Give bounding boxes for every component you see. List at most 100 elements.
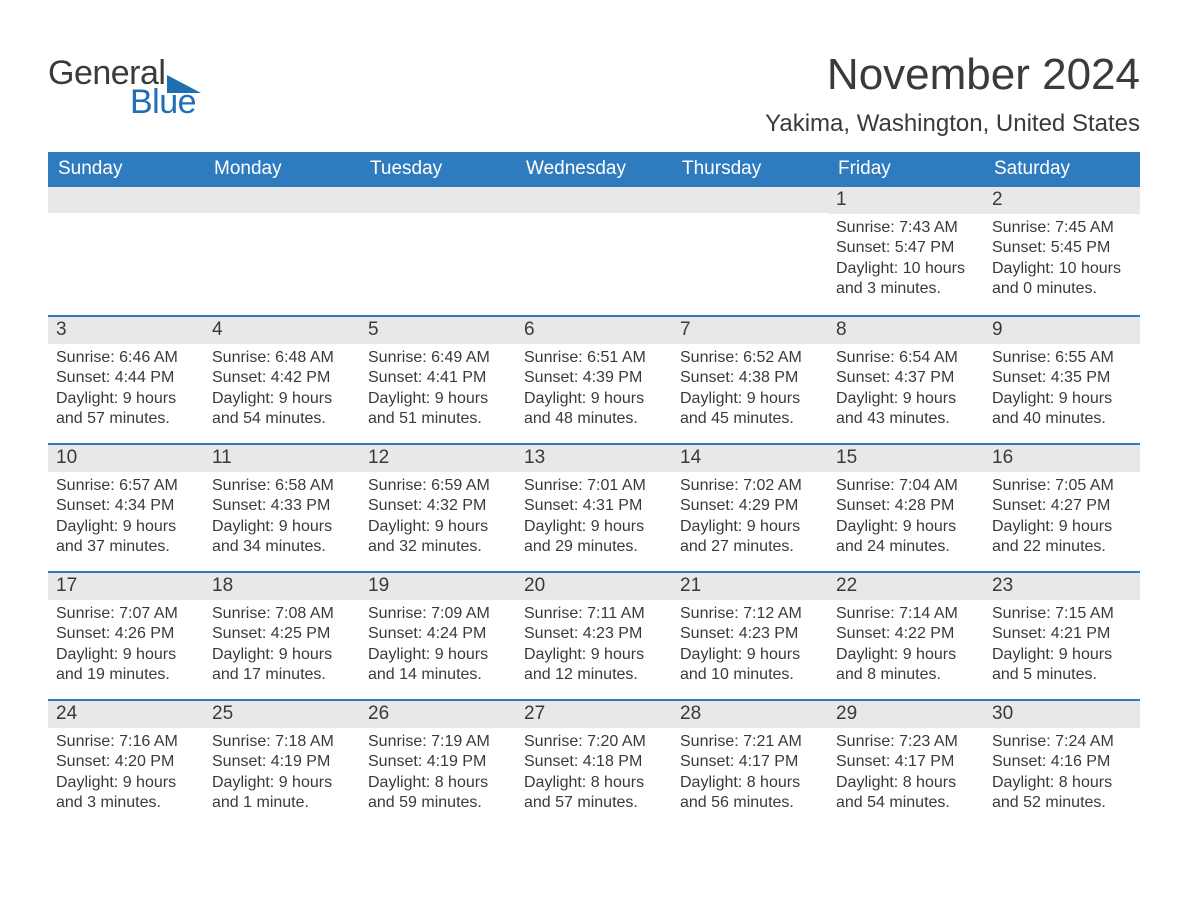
day-daylight1: Daylight: 9 hours [680, 645, 820, 665]
day-number: 18 [204, 573, 360, 600]
day-details: Sunrise: 7:43 AMSunset: 5:47 PMDaylight:… [828, 214, 984, 310]
day-cell: 26Sunrise: 7:19 AMSunset: 4:19 PMDayligh… [360, 701, 516, 827]
day-daylight1: Daylight: 9 hours [212, 389, 352, 409]
day-daylight1: Daylight: 9 hours [524, 517, 664, 537]
day-number: 5 [360, 317, 516, 344]
day-details: Sunrise: 6:48 AMSunset: 4:42 PMDaylight:… [204, 344, 360, 440]
day-details: Sunrise: 6:51 AMSunset: 4:39 PMDaylight:… [516, 344, 672, 440]
day-daylight2: and 48 minutes. [524, 409, 664, 429]
day-daylight2: and 56 minutes. [680, 793, 820, 813]
day-cell: 17Sunrise: 7:07 AMSunset: 4:26 PMDayligh… [48, 573, 204, 699]
calendar: Sunday Monday Tuesday Wednesday Thursday… [48, 152, 1140, 827]
day-daylight1: Daylight: 9 hours [212, 517, 352, 537]
day-cell: 3Sunrise: 6:46 AMSunset: 4:44 PMDaylight… [48, 317, 204, 443]
day-sunset: Sunset: 4:25 PM [212, 624, 352, 644]
day-sunrise: Sunrise: 6:51 AM [524, 348, 664, 368]
day-number: 25 [204, 701, 360, 728]
day-daylight1: Daylight: 9 hours [212, 645, 352, 665]
day-daylight1: Daylight: 8 hours [368, 773, 508, 793]
location: Yakima, Washington, United States [765, 110, 1140, 138]
day-daylight2: and 40 minutes. [992, 409, 1132, 429]
day-details: Sunrise: 6:59 AMSunset: 4:32 PMDaylight:… [360, 472, 516, 568]
day-sunrise: Sunrise: 7:45 AM [992, 218, 1132, 238]
day-number: 9 [984, 317, 1140, 344]
day-cell: 16Sunrise: 7:05 AMSunset: 4:27 PMDayligh… [984, 445, 1140, 571]
day-daylight2: and 8 minutes. [836, 665, 976, 685]
day-sunrise: Sunrise: 7:20 AM [524, 732, 664, 752]
day-details: Sunrise: 7:11 AMSunset: 4:23 PMDaylight:… [516, 600, 672, 696]
day-details: Sunrise: 7:07 AMSunset: 4:26 PMDaylight:… [48, 600, 204, 696]
day-sunset: Sunset: 4:39 PM [524, 368, 664, 388]
day-sunset: Sunset: 4:17 PM [680, 752, 820, 772]
weekday-header: Saturday [984, 152, 1140, 187]
day-daylight2: and 1 minute. [212, 793, 352, 813]
day-sunset: Sunset: 4:42 PM [212, 368, 352, 388]
day-daylight2: and 57 minutes. [524, 793, 664, 813]
day-sunset: Sunset: 4:28 PM [836, 496, 976, 516]
day-number: 22 [828, 573, 984, 600]
day-sunrise: Sunrise: 7:19 AM [368, 732, 508, 752]
day-cell: 20Sunrise: 7:11 AMSunset: 4:23 PMDayligh… [516, 573, 672, 699]
day-sunrise: Sunrise: 6:49 AM [368, 348, 508, 368]
day-sunset: Sunset: 4:16 PM [992, 752, 1132, 772]
day-daylight1: Daylight: 8 hours [992, 773, 1132, 793]
day-number [516, 187, 672, 213]
day-cell: 5Sunrise: 6:49 AMSunset: 4:41 PMDaylight… [360, 317, 516, 443]
day-sunset: Sunset: 4:23 PM [524, 624, 664, 644]
day-number [672, 187, 828, 213]
weekday-header: Monday [204, 152, 360, 187]
day-sunrise: Sunrise: 6:55 AM [992, 348, 1132, 368]
logo: General Blue [48, 54, 201, 122]
day-number: 10 [48, 445, 204, 472]
day-details: Sunrise: 6:49 AMSunset: 4:41 PMDaylight:… [360, 344, 516, 440]
day-daylight1: Daylight: 9 hours [680, 517, 820, 537]
day-cell: 22Sunrise: 7:14 AMSunset: 4:22 PMDayligh… [828, 573, 984, 699]
day-details: Sunrise: 6:55 AMSunset: 4:35 PMDaylight:… [984, 344, 1140, 440]
day-sunset: Sunset: 4:23 PM [680, 624, 820, 644]
day-details: Sunrise: 7:20 AMSunset: 4:18 PMDaylight:… [516, 728, 672, 824]
day-sunrise: Sunrise: 7:02 AM [680, 476, 820, 496]
day-cell: 30Sunrise: 7:24 AMSunset: 4:16 PMDayligh… [984, 701, 1140, 827]
day-cell: 12Sunrise: 6:59 AMSunset: 4:32 PMDayligh… [360, 445, 516, 571]
day-sunset: Sunset: 4:19 PM [368, 752, 508, 772]
day-daylight1: Daylight: 9 hours [992, 517, 1132, 537]
day-number: 14 [672, 445, 828, 472]
day-sunset: Sunset: 4:34 PM [56, 496, 196, 516]
day-number: 27 [516, 701, 672, 728]
day-cell [516, 187, 672, 315]
day-daylight1: Daylight: 9 hours [56, 517, 196, 537]
day-daylight2: and 59 minutes. [368, 793, 508, 813]
day-sunrise: Sunrise: 7:23 AM [836, 732, 976, 752]
day-number: 7 [672, 317, 828, 344]
day-cell: 25Sunrise: 7:18 AMSunset: 4:19 PMDayligh… [204, 701, 360, 827]
day-daylight2: and 19 minutes. [56, 665, 196, 685]
day-sunset: Sunset: 4:37 PM [836, 368, 976, 388]
week-row: 3Sunrise: 6:46 AMSunset: 4:44 PMDaylight… [48, 315, 1140, 443]
day-sunrise: Sunrise: 7:18 AM [212, 732, 352, 752]
day-cell: 19Sunrise: 7:09 AMSunset: 4:24 PMDayligh… [360, 573, 516, 699]
day-details: Sunrise: 7:23 AMSunset: 4:17 PMDaylight:… [828, 728, 984, 824]
day-daylight2: and 24 minutes. [836, 537, 976, 557]
weekday-header: Wednesday [516, 152, 672, 187]
day-details: Sunrise: 7:21 AMSunset: 4:17 PMDaylight:… [672, 728, 828, 824]
day-details: Sunrise: 7:02 AMSunset: 4:29 PMDaylight:… [672, 472, 828, 568]
day-daylight1: Daylight: 9 hours [524, 389, 664, 409]
day-cell: 11Sunrise: 6:58 AMSunset: 4:33 PMDayligh… [204, 445, 360, 571]
week-row: 17Sunrise: 7:07 AMSunset: 4:26 PMDayligh… [48, 571, 1140, 699]
day-daylight1: Daylight: 9 hours [836, 517, 976, 537]
day-sunrise: Sunrise: 6:57 AM [56, 476, 196, 496]
weekday-header: Sunday [48, 152, 204, 187]
day-details: Sunrise: 6:52 AMSunset: 4:38 PMDaylight:… [672, 344, 828, 440]
day-details: Sunrise: 7:01 AMSunset: 4:31 PMDaylight:… [516, 472, 672, 568]
day-cell: 24Sunrise: 7:16 AMSunset: 4:20 PMDayligh… [48, 701, 204, 827]
day-number: 24 [48, 701, 204, 728]
day-number: 20 [516, 573, 672, 600]
day-daylight2: and 43 minutes. [836, 409, 976, 429]
day-sunset: Sunset: 4:29 PM [680, 496, 820, 516]
day-daylight2: and 3 minutes. [56, 793, 196, 813]
day-cell: 10 Sunrise: 6:57 AMSunset: 4:34 PMDayligh… [48, 445, 204, 571]
day-details: Sunrise: 7:08 AMSunset: 4:25 PMDaylight:… [204, 600, 360, 696]
day-sunrise: Sunrise: 7:08 AM [212, 604, 352, 624]
day-sunrise: Sunrise: 7:09 AM [368, 604, 508, 624]
day-details: Sunrise: 7:12 AMSunset: 4:23 PMDaylight:… [672, 600, 828, 696]
